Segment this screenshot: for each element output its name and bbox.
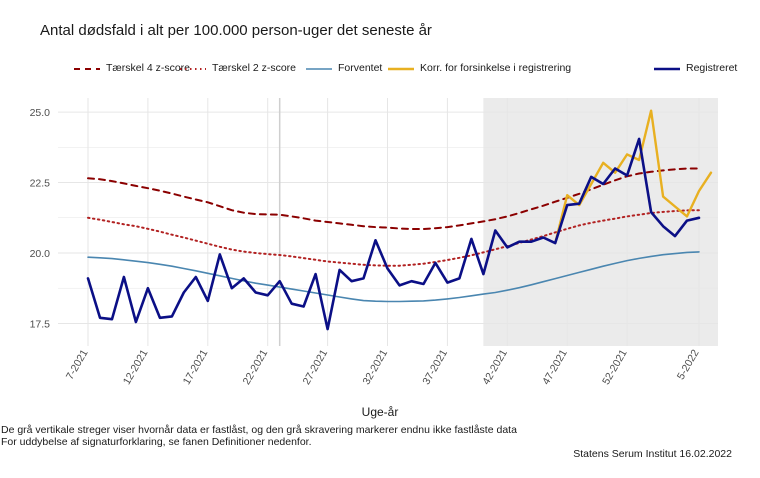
chart-title: Antal dødsfald i alt per 100.000 person-…	[40, 22, 432, 39]
series-line-expected	[87, 251, 700, 303]
footnote-2: For uddybelse af signaturforklaring, se …	[1, 436, 312, 448]
y-tick-label: 17.5	[30, 318, 51, 330]
unlocked-data-shade	[483, 98, 718, 346]
x-axis-label: Uge-år	[361, 405, 399, 419]
legend-swatch	[74, 68, 100, 70]
source-credit: Statens Serum Institut 16.02.2022	[573, 448, 732, 460]
legend-label: Tærskel 2 z-score	[212, 62, 297, 74]
x-tick-label: 47-2021	[540, 347, 570, 387]
legend-label: Korr. for forsinkelse i registrering	[420, 62, 572, 74]
footnote-1: De grå vertikale streger viser hvornår d…	[1, 424, 517, 436]
y-tick-label: 22.5	[30, 178, 51, 190]
y-tick-label: 25.0	[30, 107, 51, 119]
legend-label: Registreret	[686, 62, 738, 74]
x-tick-label: 12-2021	[121, 347, 151, 387]
legend-swatch	[306, 68, 332, 70]
y-tick-label: 20.0	[30, 248, 51, 260]
series-line-threshold4	[87, 167, 700, 230]
legend-swatch	[388, 67, 414, 71]
x-tick-label: 32-2021	[360, 347, 390, 387]
legend-label: Tærskel 4 z-score	[106, 62, 191, 74]
x-tick-label: 5-2022	[675, 347, 702, 381]
legend-swatch	[654, 67, 680, 71]
x-tick-label: 37-2021	[420, 347, 450, 387]
legend-label: Forventet	[338, 62, 383, 74]
x-tick-label: 42-2021	[480, 347, 510, 387]
x-tick-label: 7-2021	[64, 347, 91, 381]
series-line-threshold2	[87, 209, 700, 267]
x-tick-label: 27-2021	[301, 347, 331, 387]
series-line-registered	[86, 137, 701, 331]
x-tick-label: 22-2021	[241, 347, 271, 387]
x-tick-label: 52-2021	[600, 347, 630, 387]
x-tick-label: 17-2021	[181, 347, 211, 387]
